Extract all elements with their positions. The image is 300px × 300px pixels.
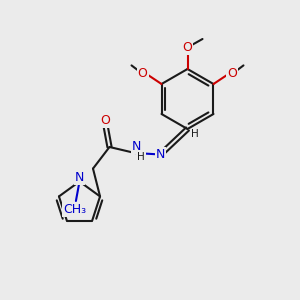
Text: H: H	[137, 152, 145, 162]
Text: H: H	[191, 129, 199, 140]
Text: O: O	[100, 114, 110, 128]
Text: N: N	[156, 148, 165, 161]
Text: CH₃: CH₃	[63, 203, 86, 216]
Text: O: O	[227, 67, 237, 80]
Text: O: O	[183, 41, 192, 54]
Text: O: O	[138, 67, 148, 80]
Text: N: N	[132, 140, 141, 154]
Text: N: N	[75, 171, 84, 184]
